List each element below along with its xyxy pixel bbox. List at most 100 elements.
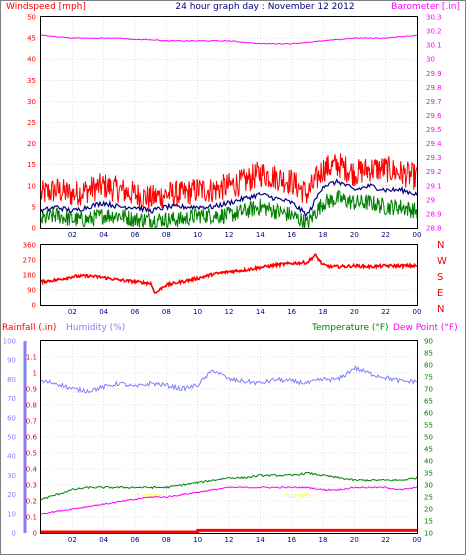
temperature-y-tick-label: 40 xyxy=(424,458,433,466)
temperature-y-tick-label: 30 xyxy=(424,482,433,490)
humidity-y-tick-label: 90 xyxy=(7,357,16,365)
wind-average-series xyxy=(40,178,418,218)
x-tick-label: 10 xyxy=(193,536,202,544)
x-tick-label: 14 xyxy=(256,308,265,316)
windspeed-axis-title: Windspeed [mph] xyxy=(6,2,86,12)
wind-y-tick-label: 10 xyxy=(27,182,36,190)
wind-direction-series xyxy=(41,252,418,294)
humidity-y-tick-label: 80 xyxy=(7,376,16,384)
x-tick-label: 06 xyxy=(131,308,140,316)
humidity-series xyxy=(40,365,418,394)
temperature-y-tick-label: 65 xyxy=(424,398,433,406)
panel3-frame xyxy=(40,340,418,534)
barometer-y-tick-label: 30.2 xyxy=(426,28,442,36)
x-tick-label: 16 xyxy=(287,536,296,544)
x-tick-label: 18 xyxy=(319,308,328,316)
barometer-axis-title: Barometer [.in] xyxy=(391,2,460,12)
x-tick-label: 16 xyxy=(287,308,296,316)
x-tick-label: 10 xyxy=(193,308,202,316)
barometer-y-tick-label: 29.8 xyxy=(426,84,442,92)
barometer-y-tick-label: 29.6 xyxy=(426,112,442,120)
wind-y-tick-label: 35 xyxy=(27,77,36,85)
humidity-y-tick-label: 0 xyxy=(12,530,16,538)
rain-y-tick-label: 0.8 xyxy=(26,402,37,410)
direction-letter: W xyxy=(437,256,447,267)
direction-y-tick-label: 180 xyxy=(23,272,36,280)
direction-letter: S xyxy=(437,272,443,283)
x-tick-label: 18 xyxy=(319,536,328,544)
x-tick-label: 12 xyxy=(225,308,234,316)
barometer-series xyxy=(40,34,418,45)
x-tick-label: 20 xyxy=(350,231,359,239)
temperature-y-tick-label: 70 xyxy=(424,386,433,394)
rain-y-tick-label: 1.1 xyxy=(26,354,37,362)
temperature-y-tick-label: 90 xyxy=(424,338,433,346)
temperature-y-tick-label: 20 xyxy=(424,506,433,514)
rain-y-tick-label: 1 xyxy=(33,370,37,378)
temperature-series xyxy=(40,471,418,500)
humidity-y-tick-label: 40 xyxy=(7,453,16,461)
rain-y-tick-label: 0.4 xyxy=(26,466,38,474)
direction-y-tick-label: 360 xyxy=(23,242,36,250)
humidity-y-tick-label: 60 xyxy=(7,414,16,422)
rainfall-axis-title: Rainfall (.in) xyxy=(2,323,56,333)
x-tick-label: 22 xyxy=(381,536,390,544)
humidity-axis-title: Humidity (%) xyxy=(66,323,125,333)
rain-y-tick-label: 0.1 xyxy=(26,514,37,522)
temperature-y-tick-label: 85 xyxy=(424,350,433,358)
temperature-y-tick-label: 50 xyxy=(424,434,433,442)
x-tick-label: 00 xyxy=(413,308,422,316)
rain-y-tick-label: 0.7 xyxy=(26,418,37,426)
wind-y-tick-label: 50 xyxy=(27,14,36,22)
barometer-y-tick-label: 28.8 xyxy=(426,225,442,233)
temperature-y-tick-label: 35 xyxy=(424,470,433,478)
x-tick-label: 06 xyxy=(131,231,140,239)
x-tick-label: 04 xyxy=(99,536,108,544)
humidity-y-tick-label: 70 xyxy=(7,395,16,403)
x-tick-label: 10 xyxy=(193,231,202,239)
rainfall-series xyxy=(41,528,417,534)
x-tick-label: 16 xyxy=(287,231,296,239)
wind-y-tick-label: 0 xyxy=(32,225,36,233)
temperature-y-tick-label: 80 xyxy=(424,362,433,370)
wind-gust-series xyxy=(40,153,418,209)
barometer-y-tick-label: 30.1 xyxy=(426,42,442,50)
x-tick-label: 04 xyxy=(99,231,108,239)
x-tick-label: 06 xyxy=(131,536,140,544)
x-tick-label: 12 xyxy=(225,231,234,239)
barometer-y-tick-label: 29.7 xyxy=(426,98,442,106)
x-tick-label: 20 xyxy=(350,308,359,316)
barometer-y-tick-label: 29.5 xyxy=(426,126,442,134)
sunset-label: Sunset xyxy=(286,492,310,500)
x-tick-label: 08 xyxy=(162,536,171,544)
barometer-y-tick-label: 29.1 xyxy=(426,182,442,190)
direction-letter: E xyxy=(437,288,443,299)
x-tick-label: 02 xyxy=(68,536,77,544)
barometer-y-tick-label: 29 xyxy=(426,196,435,204)
humidity-y-tick-label: 50 xyxy=(7,434,16,442)
barometer-y-tick-label: 29.9 xyxy=(426,70,442,78)
x-tick-label: 18 xyxy=(319,231,328,239)
rain-y-tick-label: 0.6 xyxy=(26,434,38,442)
rain-y-tick-label: 0.3 xyxy=(26,482,37,490)
rain-y-tick-label: 0.5 xyxy=(26,450,37,458)
humidity-y-tick-label: 30 xyxy=(7,472,16,480)
temperature-y-tick-label: 10 xyxy=(424,530,433,538)
wind-low-series xyxy=(40,189,418,230)
temperature-axis-title: Temperature (°F) xyxy=(311,323,389,333)
humidity-y-tick-label: 100 xyxy=(3,338,16,346)
x-tick-label: 14 xyxy=(256,536,265,544)
x-tick-label: 04 xyxy=(99,308,108,316)
temperature-y-tick-label: 15 xyxy=(424,518,433,526)
x-tick-label: 08 xyxy=(162,308,171,316)
rain-y-tick-label: 0 xyxy=(33,530,37,538)
x-tick-label: 22 xyxy=(381,308,390,316)
x-tick-label: 12 xyxy=(225,536,234,544)
x-tick-label: 00 xyxy=(413,536,422,544)
humidity-y-tick-label: 10 xyxy=(7,510,16,518)
barometer-y-tick-label: 30.3 xyxy=(426,14,442,22)
dewpoint-series xyxy=(40,486,418,515)
barometer-y-tick-label: 29.2 xyxy=(426,168,442,176)
